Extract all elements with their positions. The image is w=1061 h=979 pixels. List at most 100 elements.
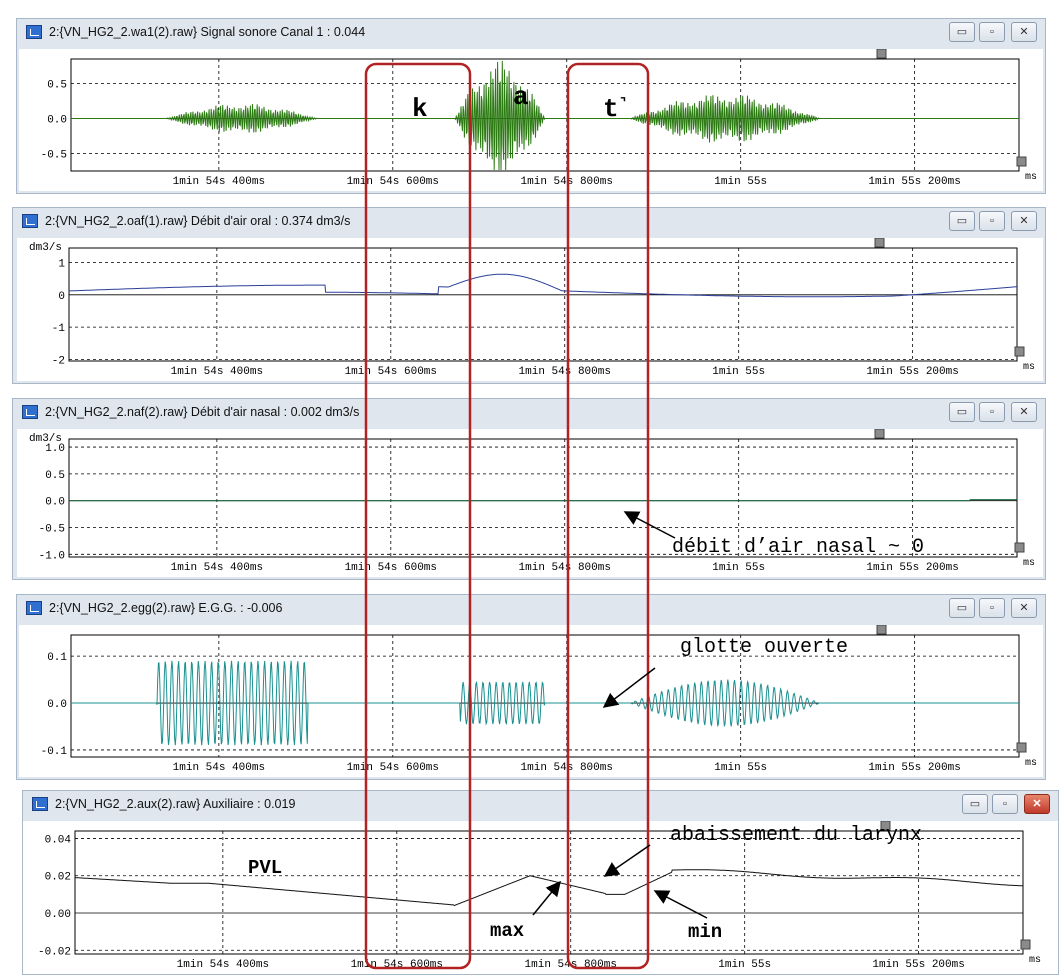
series-line <box>75 869 1024 907</box>
window-title: 2:{VN_HG2_2.wa1(2).raw} Signal sonore Ca… <box>49 25 366 39</box>
app-icon[interactable] <box>22 214 38 228</box>
app-icon[interactable] <box>22 405 38 419</box>
scroll-handle-bottom <box>1020 939 1031 950</box>
x-unit-label: ms <box>1023 558 1035 569</box>
close-button[interactable]: ✕ <box>1011 402 1037 422</box>
titlebar[interactable]: 2:{VN_HG2_2.oaf(1).raw} Débit d'air oral… <box>13 208 1045 236</box>
minimize-button[interactable]: ▭ <box>949 211 975 231</box>
y-tick-label: 0.02 <box>45 872 71 884</box>
arrow-max <box>532 880 561 916</box>
window-title: 2:{VN_HG2_2.naf(2).raw} Débit d'air nasa… <box>45 405 360 419</box>
y-tick-label: -1.0 <box>39 550 65 562</box>
x-tick-label: 1min 55s <box>714 762 767 774</box>
y-tick-label: 0.0 <box>47 115 67 127</box>
window-title: 2:{VN_HG2_2.oaf(1).raw} Débit d'air oral… <box>45 214 351 228</box>
close-button[interactable]: ✕ <box>1011 598 1037 618</box>
minimize-button[interactable]: ▭ <box>949 22 975 42</box>
x-tick-label: 1min 55s <box>718 959 771 971</box>
scroll-handle-bottom <box>1016 156 1027 167</box>
y-tick-label: 0.5 <box>47 80 67 92</box>
plot-frame <box>74 830 1024 955</box>
k-segment-box <box>364 62 472 970</box>
titlebar[interactable]: 2:{VN_HG2_2.wa1(2).raw} Signal sonore Ca… <box>17 19 1045 47</box>
y-tick-label: 1.0 <box>45 443 65 455</box>
label-t: t˺ <box>603 94 634 124</box>
titlebar[interactable]: 2:{VN_HG2_2.egg(2).raw} E.G.G. : -0.006 … <box>17 595 1045 623</box>
y-tick-label: 0.04 <box>45 834 72 846</box>
x-unit-label: ms <box>1023 362 1035 373</box>
minimize-button[interactable]: ▭ <box>962 794 988 814</box>
scroll-handle-bottom <box>1014 346 1025 357</box>
y-tick-label: 1 <box>58 259 65 271</box>
x-tick-label: 1min 55s 200ms <box>868 176 960 188</box>
plot-area: 1 0 -1 -2 1min 54s 400ms 1min 54s 600ms 1min 5… <box>17 237 1043 381</box>
x-tick-label: 1min 55s 200ms <box>866 562 958 574</box>
y-tick-label: 0.1 <box>47 652 67 664</box>
x-tick-label: 1min 54s 800ms <box>519 562 611 574</box>
t-segment-box <box>566 62 650 970</box>
scroll-handle-top <box>880 820 891 831</box>
scroll-handle-top <box>874 428 885 439</box>
y-tick-label: -0.1 <box>41 746 68 758</box>
label-max: max <box>490 920 524 942</box>
y-tick-label: 0.5 <box>45 470 65 482</box>
window-title: 2:{VN_HG2_2.egg(2).raw} E.G.G. : -0.006 <box>49 601 283 615</box>
minimize-button[interactable]: ▭ <box>949 402 975 422</box>
arrow-min <box>653 890 708 919</box>
y-tick-label: -0.02 <box>38 946 71 958</box>
window-oral: 2:{VN_HG2_2.oaf(1).raw} Débit d'air oral… <box>12 207 1046 384</box>
close-button[interactable]: ✕ <box>1024 794 1050 814</box>
y-tick-label: 0.00 <box>45 909 71 921</box>
x-tick-label: 1min 55s <box>712 366 765 378</box>
plot-frame <box>70 58 1020 172</box>
x-tick-label: 1min 55s <box>712 562 765 574</box>
plot-area: 0.1 0.0 -0.1 1min 54s 400ms 1min 54s 600ms 1m… <box>19 624 1043 777</box>
x-tick-label: 1min 54s 600ms <box>345 562 437 574</box>
arrow-glottis <box>602 667 656 708</box>
label-pvl: PVL <box>248 857 282 879</box>
nasal-airflow-plot: 1.0 0.5 0.0 -0.5 -1.0 1min 54s 400ms 1min 54s … <box>29 428 1035 574</box>
label-larynx-lowering: abaissement du larynx <box>670 824 922 847</box>
maximize-button[interactable]: ▫ <box>979 402 1005 422</box>
y-tick-label: 0 <box>58 291 65 303</box>
arrow-larynx <box>603 844 651 877</box>
scroll-handle-top <box>876 624 887 635</box>
app-icon[interactable] <box>26 25 42 39</box>
maximize-button[interactable]: ▫ <box>992 794 1018 814</box>
x-tick-label: 1min 54s 800ms <box>521 762 613 774</box>
titlebar[interactable]: 2:{VN_HG2_2.aux(2).raw} Auxiliaire : 0.0… <box>23 791 1058 819</box>
app-icon[interactable] <box>32 797 48 811</box>
maximize-button[interactable]: ▫ <box>979 22 1005 42</box>
plot-frame <box>68 438 1018 558</box>
oral-airflow-plot: 1 0 -1 -2 1min 54s 400ms 1min 54s 600ms 1min 5… <box>29 237 1035 378</box>
signal-plot: 0.5 0.0 -0.5 1min 54s 400ms 1min 54s 600ms 1m… <box>41 48 1037 188</box>
label-min: min <box>688 921 722 943</box>
x-tick-label: 1min 54s 800ms <box>521 176 613 188</box>
x-unit-label: ms <box>1029 955 1041 966</box>
series-line <box>69 499 1017 502</box>
scroll-handle-top <box>876 48 887 59</box>
scroll-handle-bottom <box>1016 742 1027 753</box>
x-tick-label: 1min 54s 600ms <box>345 366 437 378</box>
x-tick-label: 1min 55s <box>714 176 767 188</box>
maximize-button[interactable]: ▫ <box>979 598 1005 618</box>
y-tick-label: -0.5 <box>41 150 67 162</box>
close-button[interactable]: ✕ <box>1011 22 1037 42</box>
y-unit-label: dm3/s <box>29 242 62 254</box>
label-k: k <box>412 94 428 124</box>
close-button[interactable]: ✕ <box>1011 211 1037 231</box>
x-tick-label: 1min 54s 800ms <box>519 366 611 378</box>
app-icon[interactable] <box>26 601 42 615</box>
minimize-button[interactable]: ▭ <box>949 598 975 618</box>
titlebar[interactable]: 2:{VN_HG2_2.naf(2).raw} Débit d'air nasa… <box>13 399 1045 427</box>
maximize-button[interactable]: ▫ <box>979 211 1005 231</box>
x-unit-label: ms <box>1025 172 1037 183</box>
y-tick-label: -1 <box>52 323 66 335</box>
label-a: a <box>513 82 529 112</box>
egg-plot: 0.1 0.0 -0.1 1min 54s 400ms 1min 54s 600ms 1m… <box>41 624 1037 774</box>
series-line <box>71 660 1019 746</box>
x-tick-label: 1min 54s 400ms <box>171 562 263 574</box>
x-tick-label: 1min 54s 600ms <box>347 176 439 188</box>
